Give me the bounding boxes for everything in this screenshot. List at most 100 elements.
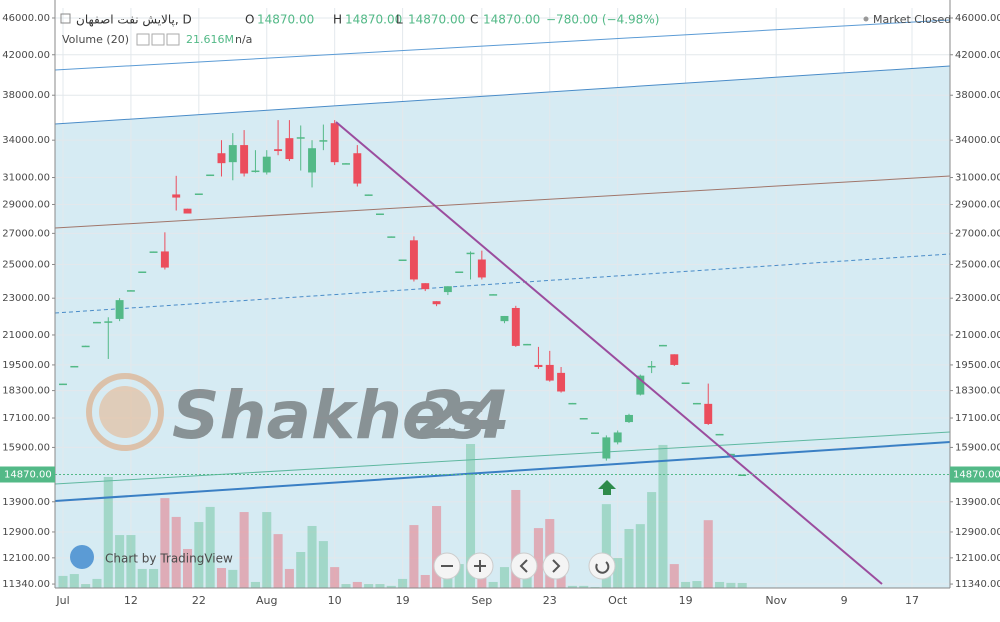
- candle-body: [500, 315, 509, 322]
- volume-bar: [126, 535, 136, 588]
- y-tick-label: 17100.00: [2, 413, 50, 424]
- y-tick-label: 18300.00: [2, 386, 50, 397]
- y-tick-label: 38000.00: [955, 90, 1000, 101]
- volume-bar: [545, 519, 555, 588]
- y-tick-label: 11340.00: [2, 579, 50, 590]
- reset-button[interactable]: [588, 552, 616, 580]
- watermark-text: Shakhes: [172, 377, 486, 454]
- icon-eye[interactable]: [136, 33, 150, 46]
- volume-bar: [579, 585, 589, 588]
- volume-bar: [262, 512, 272, 588]
- y-tick-label: 18300.00: [955, 386, 1000, 397]
- volume-bar: [726, 582, 736, 588]
- legend-header: پالایش نفت اصفهان, D O 14870.00 H 14870.…: [60, 13, 951, 46]
- channel-dashed: [54, 253, 951, 314]
- candle-body: [443, 286, 452, 293]
- ohlc-value: 14870.00: [408, 13, 465, 27]
- candle-body: [545, 364, 554, 381]
- candle-body: [523, 343, 532, 346]
- candle-body: [172, 194, 181, 198]
- y-tick-label: 15900.00: [955, 442, 1000, 453]
- volume-bar: [681, 581, 691, 588]
- candle-body: [217, 153, 226, 164]
- candle-body: [364, 194, 373, 196]
- scroll-right-button[interactable]: [542, 552, 570, 580]
- candle-body: [625, 414, 633, 423]
- volume-bar: [205, 506, 215, 588]
- candle-body: [160, 251, 169, 268]
- x-tick-label: 17: [905, 594, 919, 607]
- candle-body: [726, 453, 735, 456]
- price-tag-label: 14870.00: [953, 470, 1000, 481]
- price-tag: [950, 466, 1000, 483]
- y-tick-label: 38000.00: [2, 90, 50, 101]
- x-tick-label: Nov: [765, 594, 787, 607]
- price-tag-label: 14870.00: [4, 470, 52, 481]
- volume-bar: [228, 569, 238, 588]
- candle-body: [274, 149, 283, 152]
- collapse-icon[interactable]: [60, 13, 71, 24]
- candle-body: [421, 283, 430, 290]
- candle-body: [115, 300, 124, 319]
- candle-body: [375, 213, 384, 216]
- candle-body: [387, 236, 396, 238]
- candle-body: [228, 145, 237, 163]
- candle-body: [738, 474, 747, 477]
- candle-body: [194, 193, 203, 195]
- candle-body: [432, 301, 441, 305]
- volume-bar: [635, 524, 645, 588]
- volume-bar: [171, 516, 181, 588]
- volume-bar: [658, 444, 668, 588]
- icon-close[interactable]: [166, 33, 180, 46]
- volume-bar: [556, 571, 566, 588]
- candle-body: [59, 383, 67, 386]
- candle-body: [342, 163, 350, 165]
- volume-bar: [420, 574, 430, 588]
- axes: 11340.00 11340.00 12100.00 12100.00 12900.00…: [0, 13, 1000, 607]
- candle-body: [636, 375, 645, 395]
- y-tick-label: 21000.00: [2, 330, 50, 341]
- volume-bar: [58, 575, 68, 588]
- candle-body: [704, 403, 713, 424]
- y-tick-label: 42000.00: [2, 50, 50, 61]
- volume-bar: [284, 568, 294, 588]
- candle-body: [658, 344, 667, 347]
- tv-logo[interactable]: [70, 545, 94, 569]
- down-trend-line: [335, 121, 883, 585]
- candle-body: [466, 252, 475, 255]
- candle-body: [308, 148, 317, 173]
- volume-bar: [137, 568, 147, 588]
- candle-body: [568, 402, 577, 405]
- volume-bar: [533, 528, 543, 588]
- candle-body: [285, 138, 294, 160]
- channel-mid: [54, 175, 951, 229]
- y-tick-label: 23000.00: [2, 293, 50, 304]
- watermark-logo-inner: [99, 386, 151, 438]
- y-tick-label: 42000.00: [955, 50, 1000, 61]
- drawings: [54, 19, 951, 502]
- volume-value: 21.616M: [186, 33, 234, 46]
- volume-bar: [511, 489, 521, 588]
- icon-settings[interactable]: [151, 33, 165, 46]
- volume-bar: [92, 578, 102, 588]
- reset-icon: [595, 561, 610, 574]
- volume-layer: [58, 444, 747, 588]
- credit[interactable]: Chart by TradingView: [105, 552, 233, 566]
- candles: [59, 120, 747, 477]
- volume-bar: [601, 504, 611, 588]
- candle-body: [240, 145, 249, 174]
- y-tick-label: 13900.00: [955, 497, 1000, 508]
- y-tick-label: 31000.00: [955, 173, 1000, 184]
- y-tick-label: 46000.00: [955, 13, 1000, 24]
- watermark-text: 24: [418, 377, 510, 454]
- overlay: [335, 121, 883, 585]
- volume-bar: [703, 520, 713, 588]
- support-line: [54, 431, 951, 485]
- y-tick-label: 19500.00: [2, 360, 50, 371]
- scroll-left-button[interactable]: [510, 552, 538, 580]
- x-tick-label: 9: [841, 594, 848, 607]
- y-tick-label: 17100.00: [955, 413, 1000, 424]
- y-tick-label: 25000.00: [2, 259, 50, 270]
- ohlc-value: 14870.00: [483, 13, 540, 27]
- y-tick-label: 13900.00: [2, 497, 50, 508]
